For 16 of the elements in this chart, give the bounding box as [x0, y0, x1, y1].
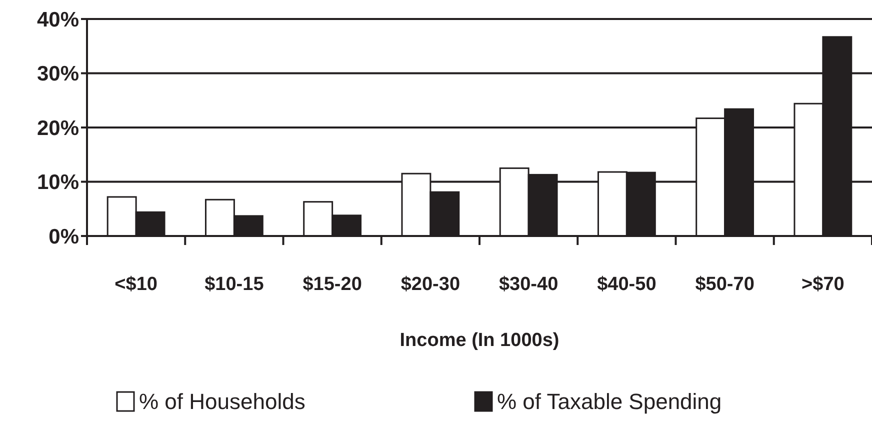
- x-tick-label: $20-30: [400, 274, 460, 295]
- x-tick-label: >$70: [802, 274, 844, 295]
- y-tick-label: 0%: [48, 225, 80, 248]
- y-tick-label: 10%: [36, 171, 80, 194]
- x-tick-label: $15-20: [302, 274, 362, 295]
- x-tick-label: $50-70: [695, 274, 754, 295]
- legend-label: % of Taxable Spending: [497, 389, 722, 414]
- x-tick-label: <$10: [114, 274, 158, 295]
- legend-label: % of Households: [139, 389, 306, 414]
- x-axis-title: Income (In 1000s): [400, 330, 560, 351]
- y-tick-label: 40%: [36, 8, 80, 32]
- x-tick-label: $30-40: [498, 274, 558, 295]
- x-tick-label: $40-50: [597, 274, 656, 295]
- y-tick-label: 20%: [36, 116, 80, 140]
- y-tick-label: 30%: [36, 62, 80, 86]
- x-tick-label: $10-15: [204, 274, 264, 295]
